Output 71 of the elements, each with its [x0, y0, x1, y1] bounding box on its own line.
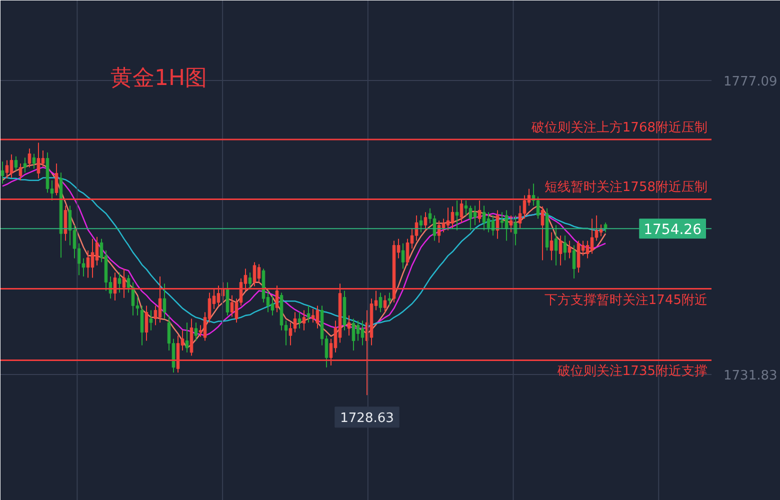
- candlestick: [509, 214, 513, 233]
- candlestick: [95, 236, 99, 266]
- candlestick: [10, 154, 14, 178]
- y-tick-label: 1777.09: [724, 74, 778, 90]
- candlestick: [558, 235, 562, 266]
- candlestick: [140, 305, 144, 346]
- candlestick: [424, 212, 428, 231]
- candlestick: [464, 200, 468, 216]
- candlestick: [185, 322, 189, 353]
- candlestick: [446, 207, 450, 231]
- candlestick: [419, 214, 423, 233]
- candlestick: [5, 160, 9, 179]
- candlestick: [383, 294, 387, 313]
- candlestick: [86, 250, 90, 278]
- candlestick: [388, 292, 392, 306]
- candlestick: [162, 283, 166, 320]
- candlestick: [450, 206, 454, 229]
- candlestick: [554, 224, 558, 266]
- candlestick: [572, 244, 576, 279]
- candlestick: [118, 272, 122, 294]
- candlestick: [298, 312, 302, 329]
- candlestick: [306, 305, 310, 324]
- candlestick: [550, 232, 554, 261]
- candlestick: [378, 292, 382, 313]
- candlestick: [482, 205, 486, 231]
- candlestick: [252, 262, 256, 287]
- candlestick: [248, 272, 252, 290]
- candlestick: [356, 320, 360, 342]
- ref-line-label: 下方支撑暂时关注1745附近: [544, 292, 708, 308]
- candlestick: [14, 156, 18, 172]
- candlestick: [311, 308, 315, 324]
- candlestick: [230, 294, 234, 318]
- candlestick: [604, 222, 608, 233]
- candlestick: [586, 240, 590, 259]
- candlestick: [28, 148, 32, 168]
- candlestick: [293, 312, 297, 333]
- candlestick: [590, 218, 594, 254]
- candlestick: [500, 212, 504, 229]
- candlestick: [270, 294, 274, 316]
- candlestick: [316, 305, 320, 329]
- candlestick: [23, 157, 27, 174]
- ref-line-label: 短线暂时关注1758附近压制: [544, 180, 708, 196]
- candlestick: [486, 212, 490, 233]
- ref-line-label: 1754.26: [644, 222, 702, 238]
- candlestick: [360, 320, 364, 346]
- candlestick: [257, 264, 261, 283]
- annotation: 1728.63: [340, 411, 394, 426]
- candlestick: [18, 162, 22, 181]
- candlestick: [536, 196, 540, 220]
- candlestick: [401, 242, 405, 270]
- candlestick: [36, 142, 40, 179]
- candlestick: [468, 205, 472, 231]
- candlestick: [54, 162, 58, 196]
- candlestick: [406, 238, 410, 266]
- ref-line-label: 破位则关注1735附近支撑: [556, 364, 708, 380]
- candlestick: [32, 153, 36, 170]
- candlestick: [563, 235, 567, 261]
- candlestick: [540, 206, 544, 261]
- candlestick: [568, 240, 572, 259]
- candlestick: [455, 200, 459, 231]
- candlestick: [288, 322, 292, 346]
- ref-line-label: 破位则关注上方1768附近压制: [530, 119, 708, 136]
- candlestick: [144, 305, 148, 342]
- candlestick: [302, 310, 306, 331]
- candlestick: [149, 310, 153, 331]
- candlestick: [194, 322, 198, 342]
- text: 黄金1H图: [110, 66, 208, 91]
- candlestick: [442, 218, 446, 233]
- y-tick-label: 1731.83: [724, 368, 778, 384]
- candlestick: [352, 318, 356, 351]
- candlestick: [90, 238, 94, 278]
